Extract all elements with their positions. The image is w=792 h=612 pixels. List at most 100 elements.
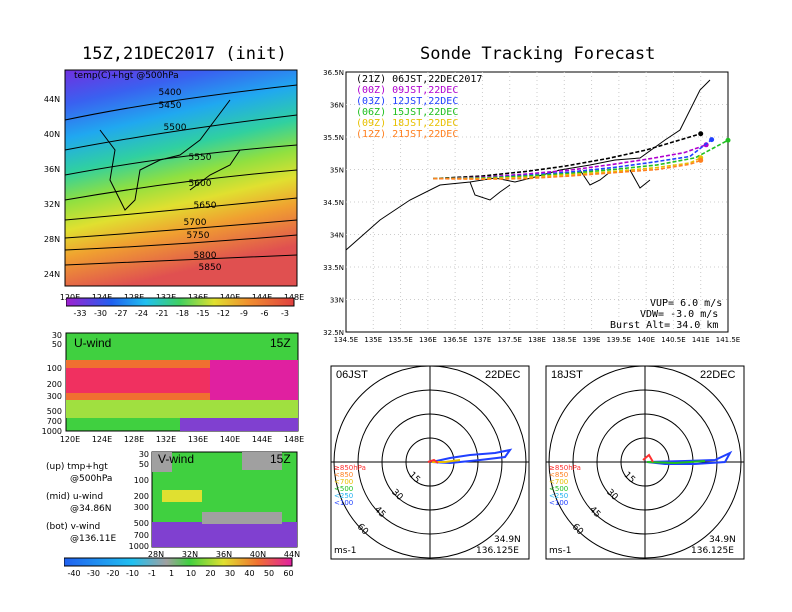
- v-label: V-wind: [158, 452, 195, 466]
- polar1-lon: 136.125E: [476, 546, 519, 556]
- temp-colorbar-tick: -33: [73, 309, 86, 318]
- track-x-tick: 138E: [528, 336, 546, 344]
- u-lon-tick: 148E: [284, 435, 304, 444]
- polar1-time: 06JST: [336, 369, 368, 381]
- polar-legend-item: <850: [549, 471, 568, 479]
- temp-colorbar-ticks: -33 -30 -27 -24 -21 -18 -15 -12 -9 -6 -3: [73, 309, 289, 318]
- map-lat-tick: 40N: [44, 130, 60, 139]
- temp-colorbar-tick: -27: [114, 309, 127, 318]
- wind-colorbar-tick: -1: [148, 569, 156, 578]
- map-contour-label: 5500: [164, 123, 187, 133]
- u-lon-tick: 120E: [60, 435, 80, 444]
- u-time: 15Z: [270, 336, 291, 350]
- map-lat-tick: 32N: [44, 200, 60, 209]
- v-lat-tick: 28N: [148, 550, 164, 559]
- track-series: [433, 131, 731, 181]
- temp-colorbar-tick: -9: [240, 309, 248, 318]
- polar-legend-item: <250: [549, 492, 568, 500]
- track-burst-point: [725, 137, 731, 143]
- map-lat-tick: 44N: [44, 95, 60, 104]
- u-lon-tick: 136E: [188, 435, 208, 444]
- track-y-tick: 34.5N: [323, 199, 344, 207]
- v-lat-tick: 40N: [250, 550, 266, 559]
- map-contour-label: 5450: [159, 101, 182, 111]
- u-lon-tick: 132E: [156, 435, 176, 444]
- v-lat-tick: 44N: [284, 550, 300, 559]
- track-x-tick: 141E: [692, 336, 710, 344]
- track-legend-item: (00Z) 09JST,22DEC: [356, 85, 459, 96]
- wind-colorbar-tick: 20: [205, 569, 215, 578]
- v-time: 15Z: [270, 452, 291, 466]
- u-lon-tick: 144E: [252, 435, 272, 444]
- u-p-tick: 100: [47, 364, 62, 373]
- polar2-lon: 136.125E: [691, 546, 734, 556]
- map-lat-tick: 24N: [44, 270, 60, 279]
- u-lon-ticks: 120E 124E 128E 132E 136E 140E 144E 148E: [60, 435, 304, 444]
- u-p-tick: 200: [47, 380, 62, 389]
- track-burst-point: [698, 131, 704, 137]
- track-x-tick: 140.5E: [661, 336, 685, 344]
- wind-colorbar-tick: -10: [126, 569, 139, 578]
- temp-colorbar-tick: -24: [135, 309, 148, 318]
- v-p-tick: 50: [139, 460, 149, 469]
- polar1-date: 22DEC: [485, 369, 521, 381]
- wind-colorbar-tick: -20: [106, 569, 119, 578]
- stat-vdw: VDW= -3.0 m/s: [640, 309, 719, 320]
- wind-colorbar-tick: 50: [264, 569, 274, 578]
- wind-colorbar-tick: 40: [244, 569, 254, 578]
- track-legend-item: (03Z) 12JST,22DEC: [356, 96, 459, 107]
- polar-legend-item: <500: [334, 485, 353, 493]
- u-p-tick: 30: [52, 331, 62, 340]
- track-legend-item: (12Z) 21JST,22DEC: [356, 129, 459, 140]
- polar1-pos: 34.9N: [494, 535, 521, 545]
- wind-colorbar-tick: 60: [283, 569, 293, 578]
- temp-colorbar-tick: -12: [217, 309, 230, 318]
- track-x-tick: 141.5E: [716, 336, 740, 344]
- track-x-tick: 139E: [583, 336, 601, 344]
- v-p-tick: 500: [134, 519, 149, 528]
- v-p-tick: 100: [134, 476, 149, 485]
- map-contour-label: 5750: [187, 231, 210, 241]
- u-p-tick: 300: [47, 392, 62, 401]
- wind-colorbar-ticks: -40 -30 -20 -10 -1 1 10 20 30 40 50 60: [67, 569, 293, 578]
- legend-mid1: (mid) u-wind: [46, 492, 104, 502]
- v-p-tick: 30: [139, 450, 149, 459]
- track-x-tick: 135E: [364, 336, 382, 344]
- track-y-tick: 36N: [330, 102, 344, 110]
- wind-colorbar-tick: 1: [169, 569, 174, 578]
- track-x-tick: 137.5E: [497, 336, 521, 344]
- track-chart: 134.5E 135E 135.5E 136E 136.5E 137E 137.5E 138E…: [323, 69, 740, 344]
- track-y-tick: 32.5N: [323, 329, 344, 337]
- wind-colorbar-tick: 10: [186, 569, 196, 578]
- legend-bot1: (bot) v-wind: [46, 522, 101, 532]
- track-y-tick: 35.5N: [323, 134, 344, 142]
- polar-legend-item: <100: [549, 499, 568, 507]
- wind-colorbar-tick: -40: [67, 569, 80, 578]
- track-y-tick: 33.5N: [323, 264, 344, 272]
- polar-legend-item: <850: [334, 471, 353, 479]
- map-contour-label: 5700: [184, 218, 207, 228]
- map-label: temp(C)+hgt @500hPa: [74, 71, 179, 81]
- polar-legend-item: <700: [334, 478, 353, 486]
- track-legend-item: (06Z) 15JST,22DEC: [356, 107, 459, 118]
- track-x-tick: 134.5E: [334, 336, 358, 344]
- track-y-tick: 36.5N: [323, 69, 344, 77]
- polar2-date: 22DEC: [700, 369, 736, 381]
- map-contour-labels: 5400 5450 5500 5550 5600 5650 5700 5750 5800 5850: [159, 88, 222, 273]
- polar-legend-item: <250: [334, 492, 353, 500]
- map-lat-ticks: 44N 40N 36N 32N 28N 24N: [44, 95, 60, 279]
- v-p-tick: 700: [134, 531, 149, 540]
- track-y-tick: 33N: [330, 297, 344, 305]
- polar-legend-item: <700: [549, 478, 568, 486]
- polar-legend-item: <500: [549, 485, 568, 493]
- u-p-tick: 50: [52, 340, 62, 349]
- u-p-tick: 500: [47, 407, 62, 416]
- u-p-tick: 1000: [42, 427, 62, 436]
- track-y-ticks: 36.5N 36N 35.5N 35N 34.5N 34N 33.5N 33N 32.5N: [323, 69, 344, 337]
- map-contour-label: 5550: [189, 153, 212, 163]
